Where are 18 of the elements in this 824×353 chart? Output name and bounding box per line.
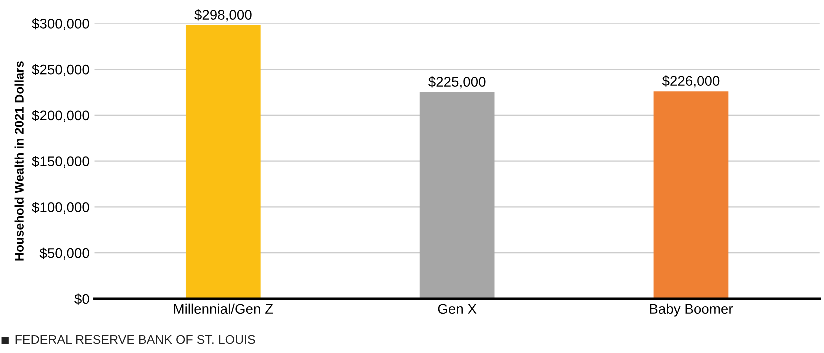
y-tick-label: $300,000 [32, 18, 90, 30]
y-tick-label: $50,000 [40, 248, 90, 260]
x-tick-label: Millennial/Gen Z [174, 304, 274, 314]
y-axis-title: Household Wealth in 2021 Dollars [14, 62, 24, 261]
x-tick-label: Gen X [438, 304, 477, 314]
text: FEDERAL RESERVE BANK OF ST. LOUIS [16, 335, 256, 344]
bar [420, 92, 495, 299]
y-tick-label: $250,000 [32, 64, 90, 76]
data-label: $298,000 [194, 10, 252, 22]
data-label: $226,000 [662, 76, 720, 88]
data-label: $225,000 [428, 76, 486, 89]
bar [654, 92, 729, 299]
y-tick-label: $0 [74, 294, 90, 305]
y-tick-label: $100,000 [32, 202, 90, 214]
y-tick-label: $150,000 [32, 156, 90, 168]
x-tick-label: Baby Boomer [650, 304, 734, 317]
bar [186, 25, 261, 299]
y-tick-label: $200,000 [32, 110, 90, 122]
